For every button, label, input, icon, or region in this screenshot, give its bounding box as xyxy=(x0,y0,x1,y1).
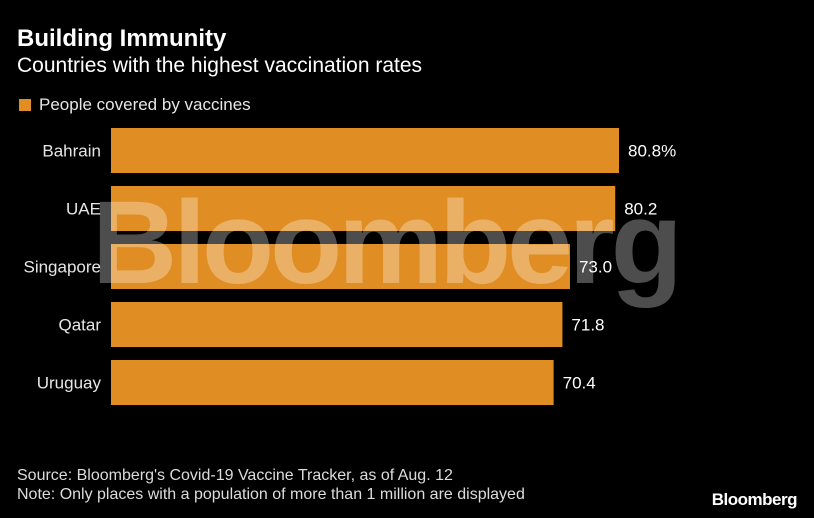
category-label: Singapore xyxy=(23,258,101,277)
source-note: Source: Bloomberg's Covid-19 Vaccine Tra… xyxy=(17,467,453,484)
chart-subtitle: Countries with the highest vaccination r… xyxy=(17,54,423,77)
bar-qatar xyxy=(111,302,563,347)
legend-swatch xyxy=(19,99,31,111)
category-label: Uruguay xyxy=(37,374,102,393)
data-label: 73.0 xyxy=(579,258,612,277)
legend: People covered by vaccines xyxy=(19,94,251,116)
data-label: 71.8 xyxy=(571,316,604,335)
legend-label: People covered by vaccines xyxy=(39,95,251,114)
bloomberg-logo: Bloomberg xyxy=(711,490,798,509)
data-label: 70.4 xyxy=(563,374,596,393)
category-label: Bahrain xyxy=(42,142,101,161)
data-label: 80.8% xyxy=(628,142,676,161)
footnote: Note: Only places with a population of m… xyxy=(17,486,525,503)
category-label: UAE xyxy=(66,200,101,219)
data-label: 80.2 xyxy=(624,200,657,219)
bar-bahrain xyxy=(111,128,619,173)
category-label: Qatar xyxy=(58,316,101,335)
chart-title: Building Immunity xyxy=(17,25,227,52)
bar-singapore xyxy=(111,244,570,289)
bar-uruguay xyxy=(111,360,554,405)
bar-uae xyxy=(111,186,616,231)
